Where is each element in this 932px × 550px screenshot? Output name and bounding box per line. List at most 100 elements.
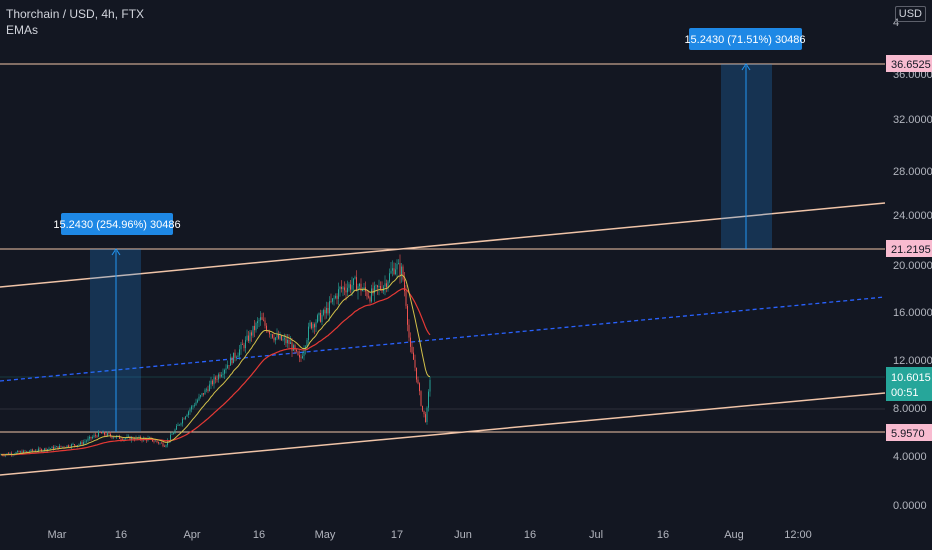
candle-body bbox=[378, 285, 380, 288]
candle-body bbox=[332, 298, 333, 302]
candle-body bbox=[51, 446, 53, 449]
svg-text:24.0000: 24.0000 bbox=[893, 210, 932, 222]
candle-body bbox=[414, 359, 416, 368]
candle-body bbox=[119, 435, 120, 439]
time-axis[interactable]: Mar 16 Apr 16 May 17 Jun 16 Jul 16 Aug 1… bbox=[48, 529, 812, 541]
candle-body bbox=[396, 263, 398, 270]
svg-text:28.0000: 28.0000 bbox=[893, 166, 932, 178]
price-axis[interactable]: 4 36.0000 32.0000 28.0000 24.0000 20.000… bbox=[893, 17, 932, 512]
candle-body bbox=[275, 337, 276, 341]
candle-body bbox=[170, 434, 171, 441]
indicator-label[interactable]: EMAs bbox=[6, 23, 39, 37]
candle-body bbox=[333, 298, 335, 299]
candle-body bbox=[399, 263, 401, 276]
candle-body bbox=[236, 357, 237, 358]
candle-body bbox=[324, 309, 326, 314]
candle-body bbox=[177, 424, 179, 426]
candle-body bbox=[242, 343, 243, 345]
candle-body bbox=[222, 373, 224, 375]
candle-body bbox=[38, 448, 39, 452]
svg-text:21.2195: 21.2195 bbox=[891, 244, 931, 256]
candle-body bbox=[246, 335, 248, 341]
candle-body bbox=[279, 335, 281, 339]
svg-text:12:00: 12:00 bbox=[784, 529, 812, 541]
candle-body bbox=[426, 407, 428, 423]
svg-text:May: May bbox=[315, 529, 336, 541]
candle-body bbox=[408, 324, 410, 338]
candle-body bbox=[128, 436, 129, 438]
candle-body bbox=[224, 369, 225, 374]
candle-body bbox=[219, 374, 221, 377]
candle-body bbox=[314, 324, 315, 328]
trendline-dashed[interactable] bbox=[0, 296, 886, 382]
candle-body bbox=[209, 384, 210, 392]
trendline-upper[interactable] bbox=[0, 202, 886, 288]
ema-red-line bbox=[0, 288, 431, 456]
candle-body bbox=[71, 444, 72, 448]
candle-body bbox=[186, 414, 188, 417]
measure-label-right: 15.2430 (71.51%) 30486 bbox=[684, 28, 806, 50]
candle-body bbox=[216, 379, 218, 380]
candle-body bbox=[363, 287, 365, 290]
candle-body bbox=[306, 340, 308, 347]
symbol-title[interactable]: Thorchain / USD, 4h, FTX bbox=[6, 7, 145, 21]
candle-body bbox=[240, 343, 242, 350]
candle-body bbox=[429, 379, 431, 392]
candle-body bbox=[260, 317, 261, 321]
candle-body bbox=[129, 436, 131, 441]
chart-legend[interactable]: Thorchain / USD, 4h, FTX EMAs bbox=[6, 6, 144, 38]
candle-body bbox=[185, 416, 186, 419]
candle-body bbox=[360, 283, 362, 292]
candle-body bbox=[309, 322, 311, 327]
candle-body bbox=[288, 339, 290, 344]
candle-body bbox=[29, 451, 30, 453]
svg-text:8.0000: 8.0000 bbox=[893, 403, 927, 415]
candle-body bbox=[348, 284, 350, 288]
candle-body bbox=[350, 284, 351, 290]
candle-body bbox=[395, 269, 396, 275]
candle-body bbox=[371, 288, 372, 302]
svg-text:36.6525: 36.6525 bbox=[891, 59, 931, 71]
candle-body bbox=[198, 396, 200, 401]
candle-body bbox=[6, 453, 8, 455]
candle-body bbox=[366, 291, 368, 297]
candle-body bbox=[98, 431, 99, 437]
candle-body bbox=[300, 357, 302, 359]
candle-body bbox=[243, 344, 245, 349]
candle-body bbox=[194, 405, 195, 406]
candle-body bbox=[284, 338, 285, 340]
svg-text:16: 16 bbox=[115, 529, 127, 541]
candle-body bbox=[3, 455, 5, 456]
candle-body bbox=[239, 349, 240, 356]
candle-body bbox=[291, 342, 293, 351]
currency-selector[interactable]: USD bbox=[894, 6, 926, 22]
svg-text:15.2430 (71.51%) 30486: 15.2430 (71.51%) 30486 bbox=[684, 34, 805, 46]
candle-body bbox=[221, 374, 222, 377]
candle-body bbox=[21, 451, 23, 454]
candle-body bbox=[419, 383, 420, 392]
candle-body bbox=[330, 301, 332, 302]
candle-body bbox=[86, 440, 87, 442]
svg-text:20.0000: 20.0000 bbox=[893, 260, 932, 272]
svg-text:00:51: 00:51 bbox=[891, 387, 919, 399]
tag-level-mid: 21.2195 bbox=[886, 240, 932, 257]
candle-body bbox=[159, 442, 161, 444]
candle-body bbox=[282, 339, 284, 341]
trendline-lower[interactable] bbox=[0, 392, 886, 476]
candle-body bbox=[50, 448, 51, 450]
candle-body bbox=[81, 442, 83, 445]
candle-body bbox=[110, 433, 111, 437]
candle-body bbox=[195, 402, 197, 406]
candle-body bbox=[171, 434, 173, 435]
candle-body bbox=[122, 439, 123, 441]
candle-body bbox=[164, 446, 165, 447]
candle-body bbox=[203, 393, 204, 395]
candle-body bbox=[369, 297, 371, 302]
candle-body bbox=[74, 444, 75, 446]
candle-body bbox=[66, 445, 68, 448]
candle-body bbox=[315, 322, 317, 328]
candle-body bbox=[8, 453, 9, 455]
candle-body bbox=[161, 442, 162, 444]
candle-body bbox=[359, 283, 360, 287]
